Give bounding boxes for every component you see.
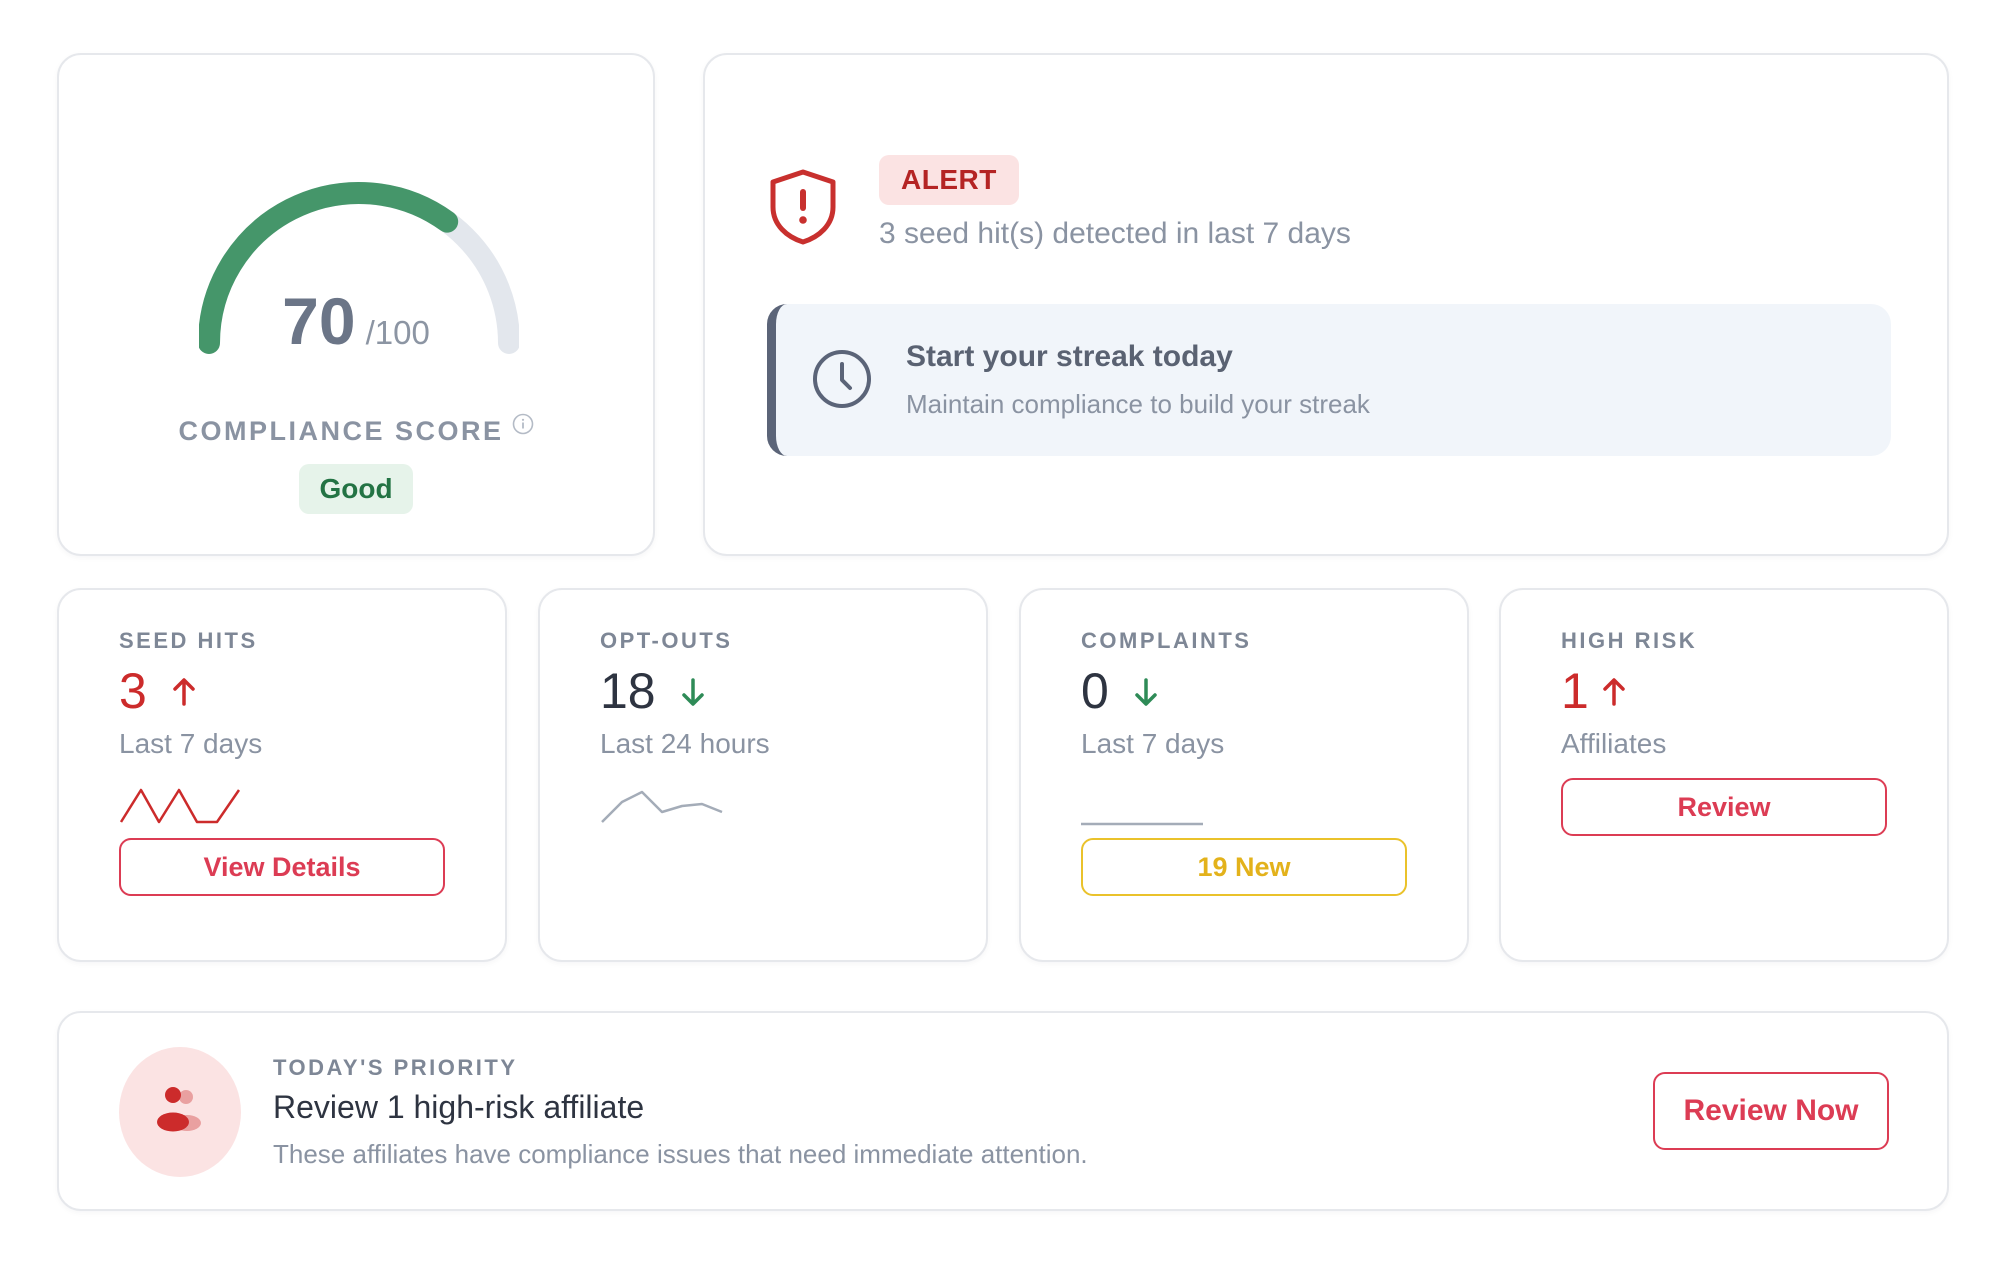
gauge-fill xyxy=(199,182,459,354)
review-button[interactable]: Review xyxy=(1561,778,1887,836)
streak-banner: Start your streak today Maintain complia… xyxy=(767,304,1891,456)
alert-card: ALERT 3 seed hit(s) detected in last 7 d… xyxy=(703,53,1949,556)
arrow-up-icon xyxy=(173,678,195,706)
arrow-down-icon xyxy=(1135,678,1157,706)
metric-value: 3 xyxy=(119,663,147,719)
metric-label: HIGH RISK xyxy=(1561,628,1698,653)
metric-period: Last 7 days xyxy=(119,728,263,759)
metric-period: Last 7 days xyxy=(1081,728,1225,759)
compliance-score-card: 70/100 COMPLIANCE SCORE Good xyxy=(57,53,655,556)
view-details-button[interactable]: View Details xyxy=(119,838,445,896)
streak-title: Start your streak today xyxy=(906,340,1233,373)
metric-value: 18 xyxy=(600,663,656,719)
metric-label: SEED HITS xyxy=(119,628,258,653)
alert-message: 3 seed hit(s) detected in last 7 days xyxy=(879,217,1351,250)
score-gauge xyxy=(199,182,519,354)
priority-label: TODAY'S PRIORITY xyxy=(273,1055,518,1080)
score-status-badge: Good xyxy=(299,464,413,514)
metric-period: Last 24 hours xyxy=(600,728,770,759)
high-risk-card: HIGH RISK 1 Affiliates Review xyxy=(1499,588,1949,962)
metric-period: Affiliates xyxy=(1561,728,1667,759)
opt-outs-card: OPT-OUTS 18 Last 24 hours xyxy=(538,588,988,962)
metric-label: OPT-OUTS xyxy=(600,628,733,653)
priority-title: Review 1 high-risk affiliate xyxy=(273,1089,645,1125)
arrow-up-icon xyxy=(1603,678,1625,706)
users-icon xyxy=(157,1087,201,1132)
opt-outs-sparkline xyxy=(601,790,723,823)
priority-avatar xyxy=(119,1047,241,1177)
shield-alert-icon xyxy=(770,169,836,245)
alert-badge: ALERT xyxy=(879,155,1019,205)
metric-label: COMPLAINTS xyxy=(1081,628,1252,653)
metric-value: 0 xyxy=(1081,663,1109,719)
priority-description: These affiliates have compliance issues … xyxy=(273,1139,1088,1169)
score-label-text: COMPLIANCE SCORE xyxy=(178,416,504,446)
seed-hits-sparkline xyxy=(119,788,241,824)
metric-value: 1 xyxy=(1561,663,1589,719)
review-now-button[interactable]: Review Now xyxy=(1653,1072,1889,1150)
streak-subtitle: Maintain compliance to build your streak xyxy=(906,389,1370,419)
todays-priority-card: TODAY'S PRIORITY Review 1 high-risk affi… xyxy=(57,1011,1949,1211)
seed-hits-card: SEED HITS 3 Last 7 days View Details xyxy=(57,588,507,962)
score-number: 70 xyxy=(282,284,356,358)
clock-icon xyxy=(813,350,871,408)
score-label: COMPLIANCE SCORE xyxy=(59,413,653,447)
complaints-card: COMPLAINTS 0 Last 7 days 19 New xyxy=(1019,588,1469,962)
score-value: 70/100 xyxy=(59,283,653,359)
info-icon[interactable] xyxy=(512,413,534,435)
complaints-sparkline xyxy=(1081,822,1203,826)
new-complaints-button[interactable]: 19 New xyxy=(1081,838,1407,896)
arrow-down-icon xyxy=(682,678,704,706)
score-max: /100 xyxy=(365,314,430,351)
